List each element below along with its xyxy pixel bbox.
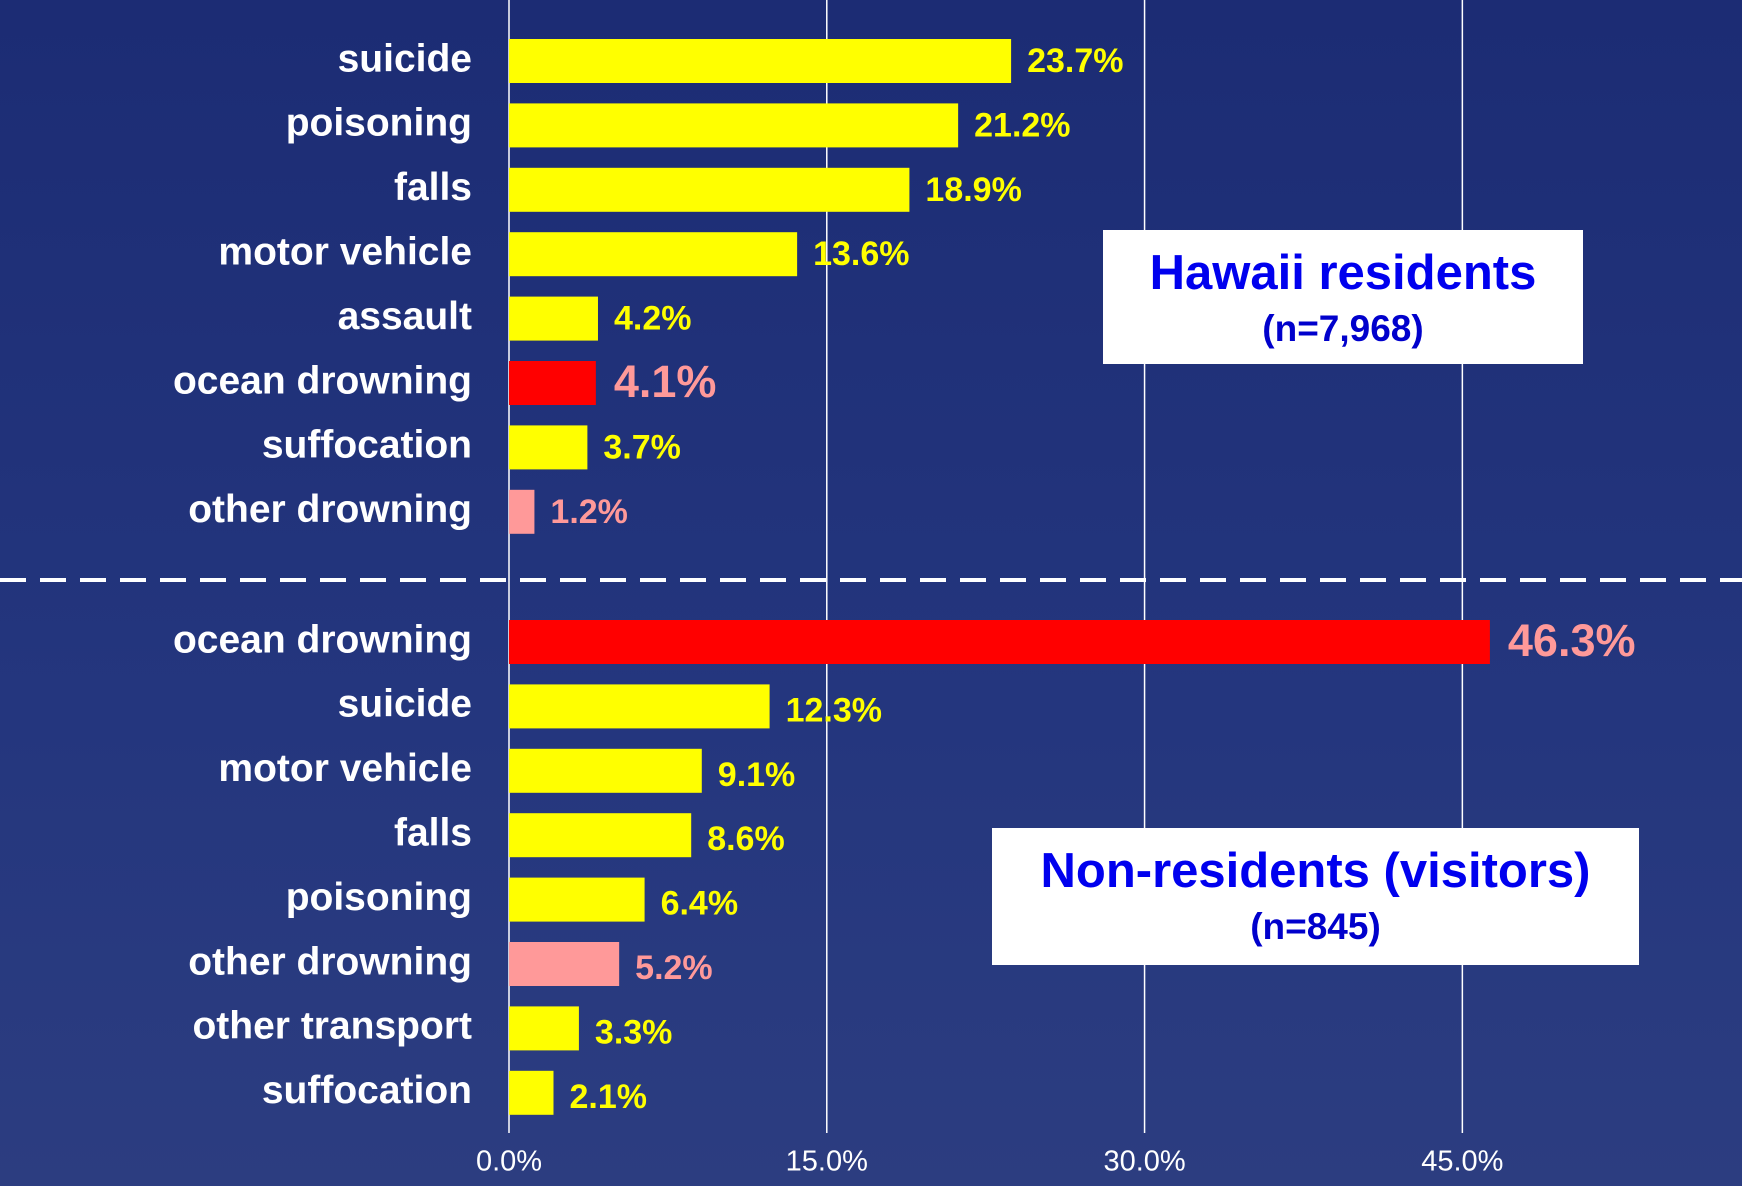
- bar: [509, 103, 958, 147]
- y-tick-label: falls: [394, 166, 472, 209]
- value-label: 4.2%: [614, 300, 692, 338]
- bar: [509, 490, 534, 534]
- y-tick-label: suffocation: [262, 1069, 472, 1112]
- chart: suicide 23.7% poisoning 21.2% falls 18.9% moto…: [0, 0, 1742, 1186]
- x-tick-label: 45.0%: [1421, 1146, 1503, 1178]
- value-label: 21.2%: [974, 106, 1070, 144]
- annotation-title: Non-residents (visitors): [1041, 844, 1591, 898]
- y-tick-label: ocean drowning: [173, 618, 472, 661]
- bar: [509, 684, 770, 728]
- value-label: 18.9%: [925, 171, 1021, 209]
- y-tick-label: other transport: [192, 1005, 472, 1048]
- y-tick-label: other drowning: [188, 940, 472, 983]
- bar: [509, 942, 619, 986]
- y-tick-label: ocean drowning: [173, 359, 472, 402]
- x-tick-label: 15.0%: [786, 1146, 868, 1178]
- value-label: 2.1%: [569, 1078, 647, 1116]
- bar: [509, 361, 596, 405]
- value-label: 23.7%: [1027, 42, 1123, 80]
- y-tick-label: other drowning: [188, 488, 472, 531]
- bar: [509, 168, 909, 212]
- bar: [509, 1071, 553, 1115]
- x-tick-label: 0.0%: [476, 1146, 542, 1178]
- y-tick-label: suicide: [338, 37, 472, 80]
- bar: [509, 1006, 579, 1050]
- value-label: 3.3%: [595, 1013, 673, 1051]
- y-tick-label: motor vehicle: [218, 747, 472, 790]
- value-label: 5.2%: [635, 949, 713, 987]
- bar: [509, 425, 587, 469]
- bar: [509, 39, 1011, 83]
- bar: [509, 297, 598, 341]
- value-label: 4.1%: [614, 356, 717, 407]
- x-tick-label: 30.0%: [1103, 1146, 1185, 1178]
- annotation-title: Hawaii residents: [1150, 246, 1537, 300]
- value-label: 1.2%: [550, 493, 628, 531]
- value-label: 12.3%: [786, 691, 882, 729]
- annotation-subtitle: (n=845): [1250, 906, 1381, 947]
- value-label: 9.1%: [718, 756, 796, 794]
- value-label: 6.4%: [661, 885, 739, 923]
- y-tick-label: poisoning: [286, 876, 472, 919]
- y-tick-label: motor vehicle: [218, 230, 472, 273]
- bar: [509, 232, 797, 276]
- y-tick-label: falls: [394, 811, 472, 854]
- value-label: 8.6%: [707, 820, 785, 858]
- bar: [509, 813, 691, 857]
- y-tick-label: assault: [338, 295, 472, 338]
- bar: [509, 620, 1490, 664]
- page: suicide 23.7% poisoning 21.2% falls 18.9% moto…: [0, 0, 1742, 1186]
- y-tick-label: poisoning: [286, 102, 472, 145]
- y-tick-label: suicide: [338, 683, 472, 726]
- value-label: 46.3%: [1508, 615, 1636, 666]
- y-tick-label: suffocation: [262, 424, 472, 467]
- annotation-subtitle: (n=7,968): [1262, 308, 1423, 349]
- bar: [509, 878, 645, 922]
- value-label: 3.7%: [603, 428, 681, 466]
- bar: [509, 749, 702, 793]
- value-label: 13.6%: [813, 235, 909, 273]
